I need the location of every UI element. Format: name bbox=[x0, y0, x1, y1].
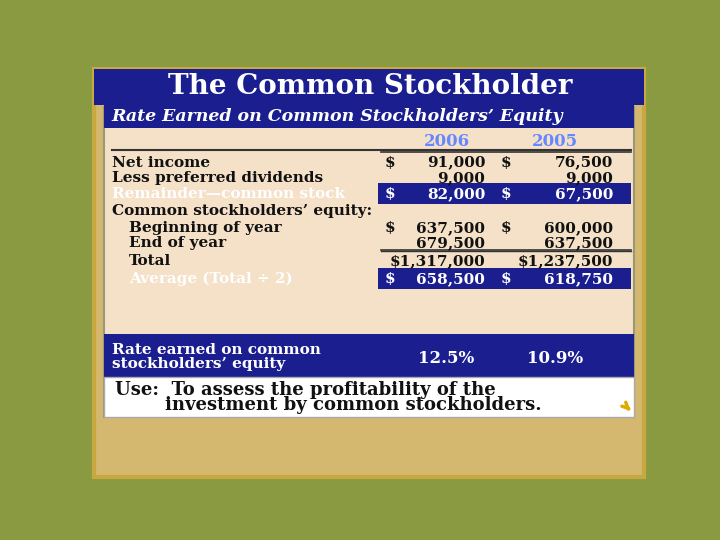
Bar bbox=[104, 107, 634, 417]
Text: $: $ bbox=[384, 156, 395, 170]
Text: 2006: 2006 bbox=[423, 133, 469, 150]
Text: 76,500: 76,500 bbox=[554, 156, 613, 170]
Bar bbox=[378, 268, 631, 289]
Text: 618,750: 618,750 bbox=[544, 272, 613, 286]
Text: Average (Total ÷ 2): Average (Total ÷ 2) bbox=[129, 272, 292, 286]
Text: Remainder—common stock: Remainder—common stock bbox=[112, 187, 345, 201]
Text: 9,000: 9,000 bbox=[565, 171, 613, 185]
Text: Common stockholders’ equity:: Common stockholders’ equity: bbox=[112, 204, 372, 218]
Bar bbox=[378, 184, 631, 204]
Text: 658,500: 658,500 bbox=[416, 272, 485, 286]
Text: Net income: Net income bbox=[112, 156, 210, 170]
Text: 2005: 2005 bbox=[532, 133, 578, 150]
Text: Total: Total bbox=[129, 254, 171, 268]
Text: Beginning of year: Beginning of year bbox=[129, 221, 282, 235]
Text: $1,237,500: $1,237,500 bbox=[518, 254, 613, 268]
Text: 679,500: 679,500 bbox=[416, 237, 485, 251]
Text: 637,500: 637,500 bbox=[544, 237, 613, 251]
Text: Less preferred dividends: Less preferred dividends bbox=[112, 171, 323, 185]
Text: 91,000: 91,000 bbox=[427, 156, 485, 170]
Bar bbox=[94, 69, 644, 105]
Bar bbox=[104, 334, 634, 377]
Text: End of year: End of year bbox=[129, 237, 226, 251]
Text: 82,000: 82,000 bbox=[427, 187, 485, 201]
Text: 12.5%: 12.5% bbox=[418, 350, 474, 367]
Text: $: $ bbox=[500, 272, 511, 286]
Bar bbox=[104, 105, 634, 128]
Text: 67,500: 67,500 bbox=[554, 187, 613, 201]
Text: 637,500: 637,500 bbox=[416, 221, 485, 235]
Text: $: $ bbox=[384, 221, 395, 235]
Text: $: $ bbox=[500, 221, 511, 235]
Text: Rate earned on common: Rate earned on common bbox=[112, 343, 320, 357]
Text: 600,000: 600,000 bbox=[544, 221, 613, 235]
Text: $: $ bbox=[500, 187, 511, 201]
Bar bbox=[104, 377, 634, 417]
Text: stockholders’ equity: stockholders’ equity bbox=[112, 356, 285, 370]
Text: 9,000: 9,000 bbox=[437, 171, 485, 185]
Text: The Common Stockholder: The Common Stockholder bbox=[168, 73, 573, 100]
Text: $: $ bbox=[384, 187, 395, 201]
Text: $: $ bbox=[500, 156, 511, 170]
FancyBboxPatch shape bbox=[94, 69, 644, 477]
Text: Rate Earned on Common Stockholders’ Equity: Rate Earned on Common Stockholders’ Equi… bbox=[112, 108, 563, 125]
Text: Use:  To assess the profitability of the: Use: To assess the profitability of the bbox=[114, 381, 495, 399]
Text: 10.9%: 10.9% bbox=[527, 350, 583, 367]
Text: $: $ bbox=[384, 272, 395, 286]
Text: investment by common stockholders.: investment by common stockholders. bbox=[114, 396, 541, 414]
Text: $1,317,000: $1,317,000 bbox=[390, 254, 485, 268]
